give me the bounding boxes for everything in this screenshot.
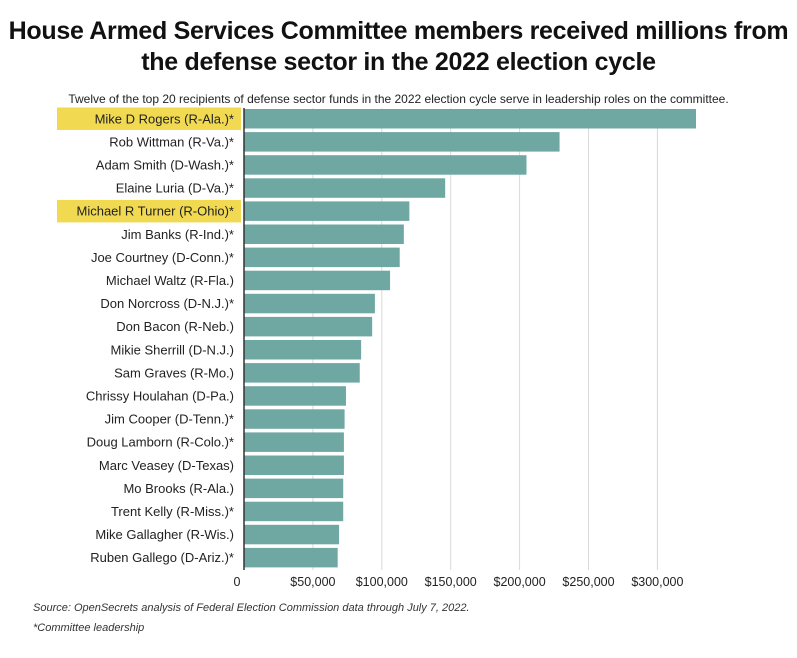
x-tick-label: $50,000	[290, 575, 335, 589]
label-highlight	[57, 199, 241, 223]
bars	[244, 109, 696, 568]
x-tick-label: $200,000	[494, 575, 546, 589]
category-label: Trent Kelly (R-Miss.)*	[111, 504, 234, 519]
bar	[244, 386, 346, 406]
bar	[244, 155, 527, 175]
bar	[244, 363, 360, 383]
bar	[244, 409, 345, 429]
label-highlights	[57, 107, 241, 223]
x-tick-label: $250,000	[562, 575, 614, 589]
label-highlight	[57, 107, 241, 130]
x-tick-label: 0	[234, 575, 241, 589]
bar	[244, 132, 560, 152]
bar	[244, 109, 696, 129]
category-label: Mike Gallagher (R-Wis.)	[95, 527, 234, 542]
bar	[244, 340, 362, 360]
category-label: Elaine Luria (D-Va.)*	[116, 181, 234, 196]
category-label: Adam Smith (D-Wash.)*	[96, 157, 234, 172]
x-tick-label: $150,000	[425, 575, 477, 589]
chart-subtitle: Twelve of the top 20 recipients of defen…	[68, 92, 729, 106]
category-label: Ruben Gallego (D-Ariz.)*	[90, 550, 234, 565]
x-axis-ticks: 0 $50,000 $100,000 $150,000 $200,000 $250,000…	[234, 575, 684, 589]
bar	[244, 455, 344, 475]
category-label: Marc Veasey (D-Texas)	[99, 458, 234, 473]
bar	[244, 270, 391, 291]
bar	[244, 524, 340, 545]
category-label: Mikie Sherrill (D-N.J.)	[111, 342, 235, 357]
category-label: Joe Courtney (D-Conn.)*	[91, 250, 234, 265]
category-label: Rob Wittman (R-Va.)*	[109, 134, 234, 149]
source-note: Source: OpenSecrets analysis of Federal …	[33, 602, 470, 614]
category-label: Don Bacon (R-Neb.)	[116, 319, 234, 334]
category-label: Don Norcross (D-N.J.)*	[100, 296, 234, 311]
x-tick-label: $300,000	[631, 575, 683, 589]
category-label: Mo Brooks (R-Ala.)	[123, 481, 234, 496]
leadership-note: *Committee leadership	[33, 622, 145, 634]
x-tick-label: $100,000	[356, 575, 408, 589]
bar	[244, 501, 344, 522]
bar	[244, 478, 344, 499]
category-label: Michael R Turner (R-Ohio)*	[77, 204, 235, 219]
bar-chart: Mike D Rogers (R-Ala.)* Rob Wittman (R-Va…	[57, 107, 696, 589]
category-label: Mike D Rogers (R-Ala.)*	[95, 111, 234, 126]
bar	[244, 178, 446, 198]
category-label: Jim Cooper (D-Tenn.)*	[105, 412, 234, 427]
category-label: Michael Waltz (R-Fla.)	[106, 273, 234, 288]
bar	[244, 293, 375, 314]
chart-title: House Armed Services Committee members r…	[8, 17, 789, 76]
bar	[244, 201, 410, 221]
bar	[244, 247, 400, 268]
category-labels: Mike D Rogers (R-Ala.)* Rob Wittman (R-Va…	[77, 111, 235, 565]
category-label: Doug Lamborn (R-Colo.)*	[87, 435, 234, 450]
category-label: Chrissy Houlahan (D-Pa.)	[86, 388, 234, 403]
bar	[244, 224, 404, 244]
bar	[244, 432, 344, 452]
category-label: Sam Graves (R-Mo.)	[114, 365, 234, 380]
bar	[244, 547, 338, 568]
gridlines	[312, 108, 658, 570]
category-label: Jim Banks (R-Ind.)*	[121, 227, 234, 242]
bar	[244, 316, 373, 337]
